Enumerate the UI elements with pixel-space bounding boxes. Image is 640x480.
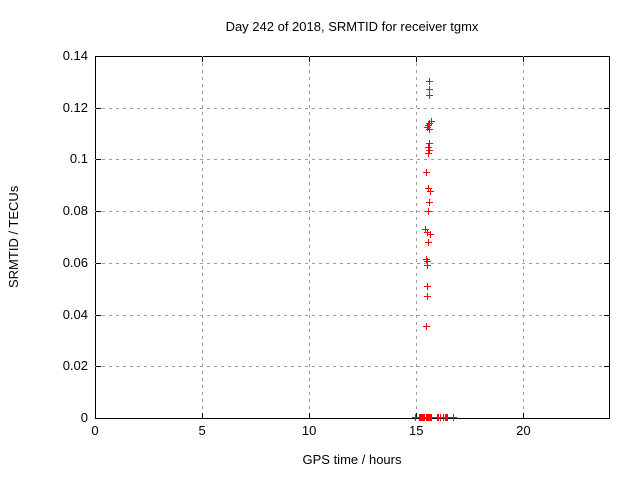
- y-tick-mark: [604, 366, 609, 368]
- x-tick-mark: [523, 57, 525, 62]
- data-point-marker: [426, 77, 434, 85]
- chart-title: Day 242 of 2018, SRMTID for receiver tgm…: [225, 19, 479, 34]
- x-tick-label: 20: [516, 423, 531, 438]
- x-tick-mark: [309, 57, 311, 62]
- data-point-marker: [425, 184, 433, 192]
- data-point-marker: [422, 322, 430, 330]
- x-tick-label: 15: [409, 423, 424, 438]
- gridline-horizontal: [95, 262, 609, 264]
- gridline-vertical: [202, 56, 204, 418]
- x-tick-label: 5: [198, 423, 206, 438]
- data-point-marker: [425, 121, 433, 129]
- data-point-marker: [426, 125, 434, 133]
- y-tick-mark: [96, 159, 101, 161]
- x-tick-mark: [416, 57, 418, 62]
- data-point-marker: [426, 198, 434, 206]
- data-point-marker: [424, 228, 432, 236]
- data-point-marker: [425, 149, 433, 157]
- y-tick-mark: [604, 418, 609, 419]
- gridline-vertical: [523, 56, 525, 418]
- data-point-marker: [421, 226, 429, 234]
- y-tick-mark: [96, 262, 101, 264]
- data-point-marker: [425, 238, 433, 246]
- x-tick-mark: [523, 413, 525, 418]
- y-tick-mark: [604, 107, 609, 109]
- gridline-horizontal: [95, 211, 609, 213]
- y-tick-mark: [96, 56, 101, 57]
- x-tick-mark: [416, 413, 418, 418]
- y-tick-label: 0.06: [62, 254, 88, 270]
- data-point-marker: [424, 292, 432, 300]
- data-point-marker: [411, 414, 419, 421]
- data-point-marker: [427, 117, 435, 125]
- x-tick-mark: [202, 57, 204, 62]
- data-point-marker: [424, 282, 432, 290]
- y-tick-mark: [96, 211, 101, 213]
- y-tick-label: 0.04: [62, 306, 88, 322]
- data-point-marker: [425, 144, 433, 152]
- y-tick-mark: [96, 366, 101, 368]
- y-tick-mark: [604, 211, 609, 213]
- data-point-marker: [426, 146, 434, 154]
- x-tick-mark: [202, 413, 204, 418]
- y-tick-mark: [604, 262, 609, 264]
- x-axis-label: GPS time / hours: [302, 452, 402, 467]
- gridline-horizontal: [95, 107, 609, 109]
- y-tick-mark: [96, 314, 101, 316]
- y-tick-mark: [604, 159, 609, 161]
- gridline-vertical: [309, 56, 311, 418]
- plot-area: [95, 56, 610, 419]
- y-tick-mark: [96, 418, 101, 419]
- data-point-marker: [444, 414, 452, 421]
- y-tick-label: 0.14: [62, 48, 88, 63]
- x-tick-label: 0: [91, 423, 99, 438]
- y-tick-mark: [96, 107, 101, 109]
- y-tick-label: 0.08: [62, 203, 88, 219]
- x-tick-mark: [95, 413, 96, 418]
- data-point-marker: [449, 414, 457, 421]
- data-point-marker: [422, 256, 430, 263]
- y-tick-mark: [604, 56, 609, 57]
- data-point-marker: [427, 414, 435, 421]
- data-point-marker: [424, 123, 432, 131]
- data-point-marker: [424, 261, 432, 269]
- y-tick-label: 0.12: [62, 99, 88, 115]
- data-point-marker: [426, 85, 434, 93]
- data-point-marker: [427, 230, 435, 238]
- y-axis-label: SRMTID / TECUs: [6, 185, 21, 289]
- data-point-marker: [426, 92, 434, 100]
- x-tick-label: 10: [301, 423, 317, 438]
- data-point-marker: [424, 258, 432, 266]
- x-tick-mark: [95, 57, 96, 62]
- y-tick-label: 0: [80, 410, 88, 425]
- gridline-vertical: [416, 56, 418, 418]
- data-point-marker: [422, 168, 430, 176]
- gridline-horizontal: [95, 314, 609, 316]
- y-tick-label: 0.02: [62, 358, 88, 374]
- gridline-horizontal: [95, 366, 609, 368]
- y-tick-mark: [604, 314, 609, 316]
- gridline-horizontal: [95, 159, 609, 161]
- y-tick-label: 0.1: [69, 151, 88, 167]
- data-point-marker: [425, 207, 433, 215]
- data-point-marker: [426, 139, 434, 147]
- data-point-marker: [427, 188, 435, 195]
- x-tick-mark: [309, 413, 311, 418]
- data-point-marker: [426, 120, 434, 127]
